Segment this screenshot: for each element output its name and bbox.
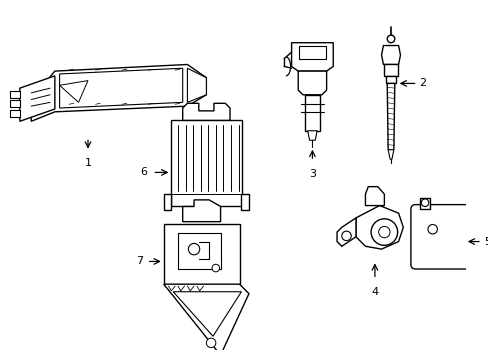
Polygon shape xyxy=(291,43,332,71)
Polygon shape xyxy=(20,76,55,121)
Polygon shape xyxy=(299,45,325,59)
Bar xyxy=(171,120,242,206)
Polygon shape xyxy=(420,198,429,210)
Circle shape xyxy=(421,199,428,207)
Bar xyxy=(178,233,220,269)
Bar xyxy=(384,64,397,76)
Polygon shape xyxy=(365,186,384,206)
Polygon shape xyxy=(60,81,88,102)
Polygon shape xyxy=(10,110,20,117)
Polygon shape xyxy=(183,200,220,222)
Polygon shape xyxy=(10,91,20,98)
FancyBboxPatch shape xyxy=(410,204,468,269)
Polygon shape xyxy=(336,218,355,246)
Text: 2: 2 xyxy=(419,78,426,89)
Circle shape xyxy=(386,35,394,43)
Text: 1: 1 xyxy=(84,158,91,168)
Text: 3: 3 xyxy=(308,168,315,179)
Circle shape xyxy=(427,225,436,234)
Polygon shape xyxy=(241,194,248,210)
Text: 6: 6 xyxy=(141,167,147,177)
Text: 7: 7 xyxy=(136,256,142,266)
Polygon shape xyxy=(386,84,394,150)
Polygon shape xyxy=(187,68,206,102)
Text: 5: 5 xyxy=(483,237,488,247)
Polygon shape xyxy=(298,71,326,95)
Circle shape xyxy=(370,219,397,245)
Polygon shape xyxy=(355,206,403,249)
Polygon shape xyxy=(60,68,183,108)
Text: 4: 4 xyxy=(370,287,378,297)
Polygon shape xyxy=(173,292,241,336)
Polygon shape xyxy=(307,131,317,140)
Bar xyxy=(386,76,395,84)
Polygon shape xyxy=(163,194,171,210)
Circle shape xyxy=(212,264,219,272)
Polygon shape xyxy=(10,100,20,107)
Circle shape xyxy=(378,226,389,238)
Bar xyxy=(163,224,239,285)
Polygon shape xyxy=(183,103,229,120)
Polygon shape xyxy=(387,150,393,159)
Polygon shape xyxy=(381,45,400,64)
Circle shape xyxy=(341,231,350,240)
Circle shape xyxy=(206,338,215,348)
Circle shape xyxy=(188,243,199,255)
Polygon shape xyxy=(304,95,319,131)
Polygon shape xyxy=(163,284,248,355)
Polygon shape xyxy=(31,64,206,121)
